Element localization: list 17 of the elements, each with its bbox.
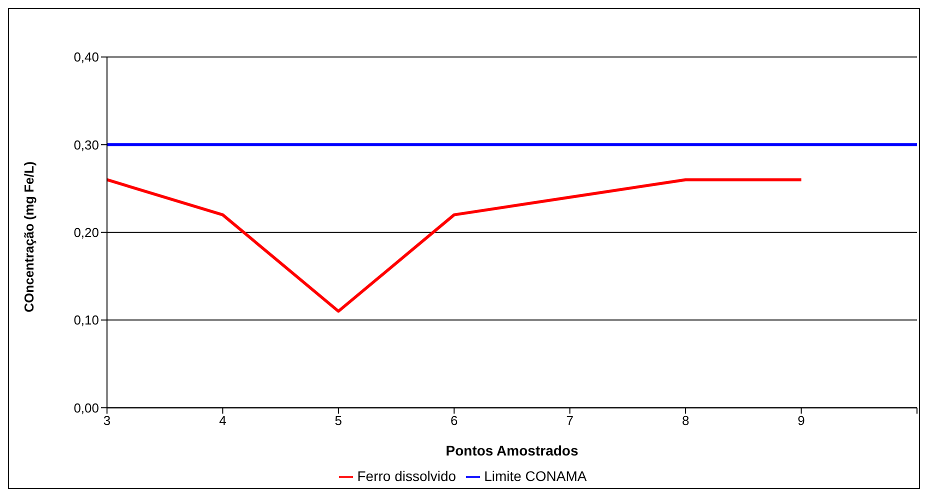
line-series — [106, 178, 803, 313]
y-tick-label: 0,20 — [74, 224, 99, 240]
x-tick-label: 9 — [798, 412, 805, 428]
y-tick-label: 0,00 — [74, 400, 99, 416]
x-tick-label: 5 — [334, 412, 342, 428]
x-tick-label: 3 — [103, 412, 111, 428]
y-tick-label: 0,40 — [74, 50, 99, 65]
legend-label: Limite CONAMA — [484, 468, 587, 484]
x-tick-label: 6 — [450, 412, 458, 428]
legend-label: Ferro dissolvido — [357, 468, 456, 484]
x-tick-label: 7 — [566, 412, 574, 428]
y-tick-label: 0,30 — [74, 137, 99, 152]
x-tick-label: 4 — [219, 412, 226, 428]
x-tick-label: 8 — [682, 412, 690, 428]
x-axis-title: Pontos Amostrados — [446, 442, 578, 459]
y-tick-label: 0,10 — [74, 312, 99, 328]
y-axis-title: COncentração (mg Fe/L) — [22, 161, 37, 312]
